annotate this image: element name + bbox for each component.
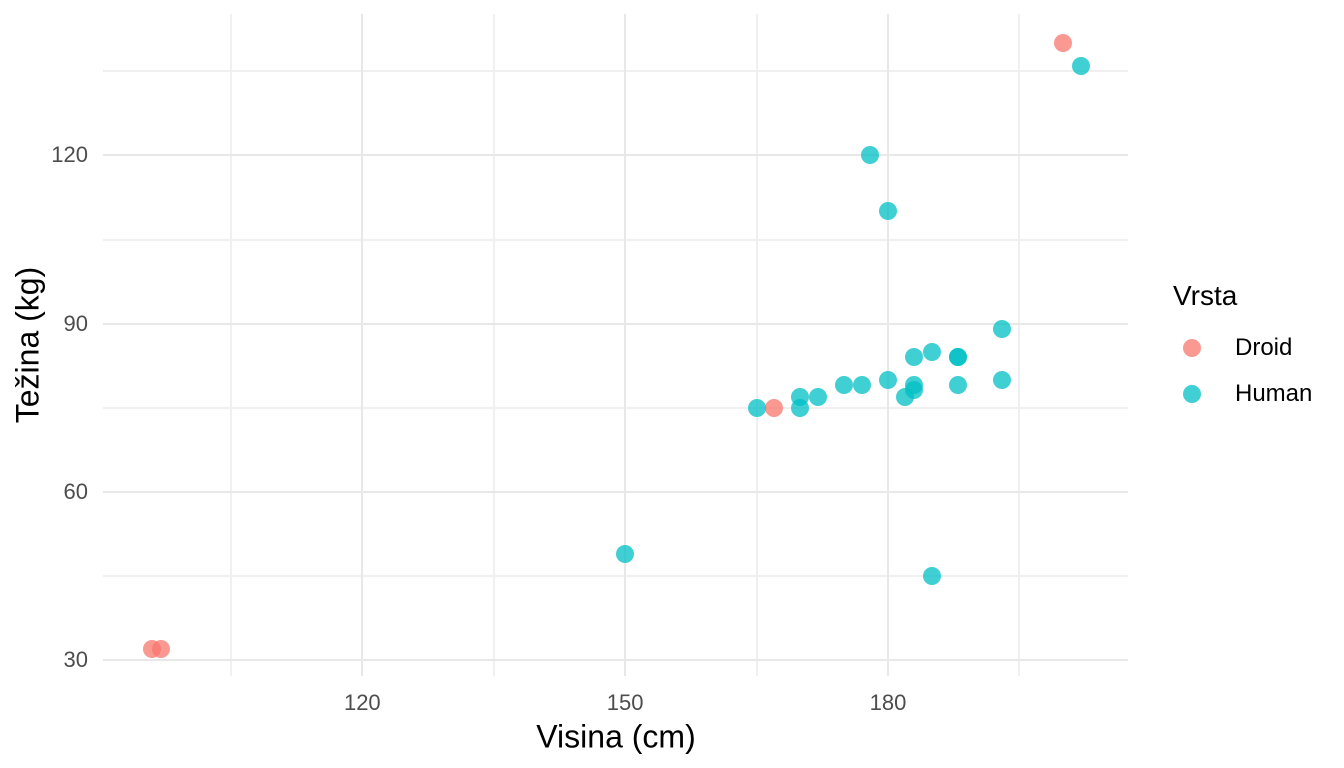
data-point-human	[808, 387, 827, 406]
y-tick-label: 60	[63, 478, 88, 504]
data-point-human	[949, 376, 968, 395]
data-point-human	[922, 567, 941, 586]
legend-key-human	[1173, 375, 1211, 413]
y-tick-label: 120	[51, 142, 88, 168]
legend-entry-human: Human	[1173, 371, 1312, 417]
minor-gridline	[1018, 14, 1021, 676]
x-tick-label: 120	[343, 690, 381, 715]
data-point-human	[949, 348, 968, 367]
minor-gridline	[492, 14, 495, 676]
y-tick-label: 30	[63, 647, 88, 673]
data-point-human	[992, 320, 1011, 339]
y-axis-title: Težina (kg)	[9, 266, 46, 424]
data-point-human	[878, 202, 897, 221]
y-tick-label: 90	[63, 310, 88, 336]
data-point-human	[616, 544, 635, 563]
x-axis-title: Visina (cm)	[536, 718, 696, 755]
major-gridline	[103, 154, 1128, 157]
legend-label-human: Human	[1235, 380, 1313, 407]
data-point-human	[992, 370, 1011, 389]
data-point-droid	[1054, 34, 1073, 53]
legend-label-droid: Droid	[1235, 334, 1293, 361]
plot-panel	[103, 14, 1128, 676]
major-gridline	[103, 322, 1128, 325]
minor-gridline	[103, 70, 1128, 73]
human-color-dot-icon	[1183, 385, 1201, 403]
data-point-droid	[765, 398, 784, 417]
legend: Vrsta Droid Human	[1173, 281, 1312, 417]
data-point-human	[747, 398, 766, 417]
minor-gridline	[103, 406, 1128, 409]
legend-entry-droid: Droid	[1173, 325, 1312, 371]
x-tick-label: 180	[869, 690, 907, 715]
major-gridline	[886, 14, 889, 676]
data-point-human	[835, 376, 854, 395]
droid-color-dot-icon	[1183, 339, 1201, 357]
legend-key-droid	[1173, 329, 1211, 367]
data-point-human	[905, 348, 924, 367]
data-point-human	[922, 342, 941, 361]
minor-gridline	[103, 575, 1128, 578]
legend-title: Vrsta	[1173, 280, 1238, 311]
data-point-human	[905, 376, 924, 395]
major-gridline	[361, 14, 364, 676]
data-point-human	[878, 370, 897, 389]
minor-gridline	[103, 238, 1128, 241]
major-gridline	[624, 14, 627, 676]
data-point-human	[1071, 56, 1090, 75]
data-point-human	[791, 387, 810, 406]
major-gridline	[103, 659, 1128, 662]
major-gridline	[103, 490, 1128, 493]
minor-gridline	[755, 14, 758, 676]
data-point-human	[861, 146, 880, 165]
data-point-human	[852, 376, 871, 395]
x-tick-label: 150	[606, 690, 644, 715]
data-point-droid	[151, 640, 170, 659]
minor-gridline	[229, 14, 232, 676]
